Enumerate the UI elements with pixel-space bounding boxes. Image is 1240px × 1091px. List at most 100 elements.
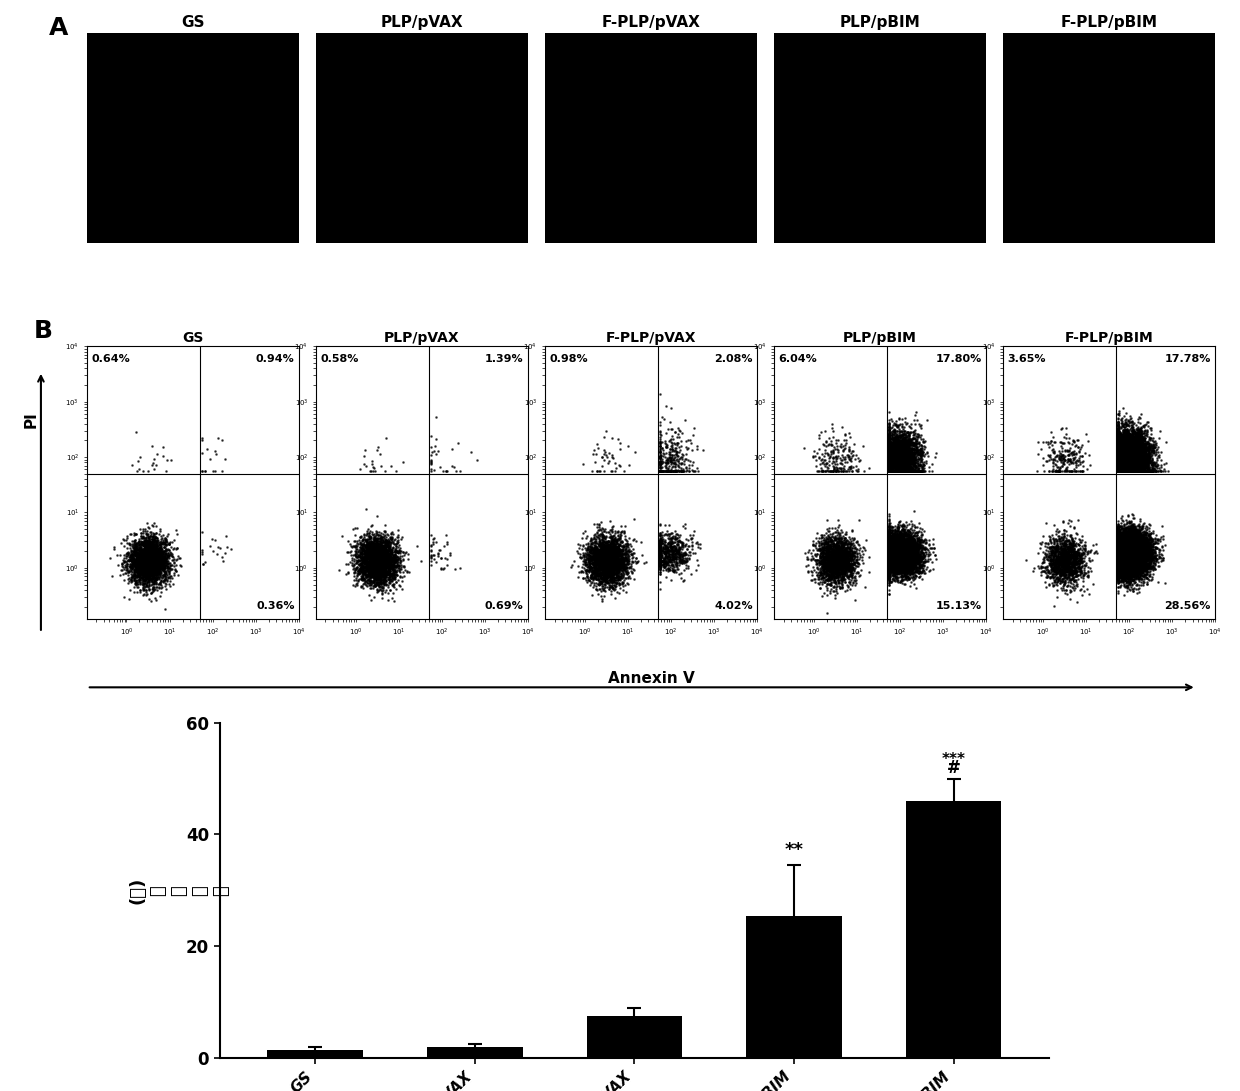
Point: [1118, 529, 1138, 547]
Point: [662, 463, 682, 480]
Point: [830, 526, 849, 543]
Point: [890, 553, 910, 571]
Point: [1120, 546, 1140, 563]
Point: [650, 556, 670, 574]
Point: [888, 544, 908, 562]
Point: [1120, 537, 1140, 554]
Point: [817, 546, 837, 563]
Point: [904, 537, 924, 554]
Point: [887, 549, 906, 566]
Point: [1111, 463, 1131, 480]
Point: [844, 451, 864, 468]
Point: [1111, 539, 1131, 556]
Point: [1050, 564, 1070, 582]
Point: [1131, 535, 1151, 552]
Point: [879, 541, 899, 559]
Point: [1114, 559, 1133, 576]
Point: [838, 543, 858, 561]
Point: [1107, 543, 1127, 561]
Point: [366, 532, 386, 550]
Point: [1120, 540, 1140, 558]
Point: [903, 445, 923, 463]
Point: [884, 541, 904, 559]
Point: [1127, 541, 1147, 559]
Point: [889, 552, 909, 570]
Point: [1112, 550, 1132, 567]
Point: [835, 551, 854, 568]
Point: [143, 544, 162, 562]
Point: [885, 457, 905, 475]
Point: [372, 548, 392, 565]
Point: [1107, 525, 1127, 542]
Point: [605, 538, 625, 555]
Point: [661, 420, 681, 437]
Point: [882, 459, 901, 477]
Point: [836, 551, 856, 568]
Point: [1123, 539, 1143, 556]
Point: [1126, 561, 1146, 578]
Point: [135, 543, 155, 561]
Point: [600, 556, 620, 574]
Point: [895, 463, 915, 480]
Point: [1069, 556, 1089, 574]
Point: [1109, 439, 1128, 456]
Point: [140, 543, 160, 561]
Point: [1109, 456, 1128, 473]
Point: [1125, 538, 1145, 555]
Point: [1107, 460, 1127, 478]
Point: [826, 553, 846, 571]
Point: [1107, 539, 1127, 556]
Point: [879, 452, 899, 469]
Point: [1123, 531, 1143, 549]
Point: [893, 560, 913, 577]
Point: [913, 446, 932, 464]
Point: [890, 550, 910, 567]
Point: [1107, 529, 1127, 547]
Point: [879, 454, 899, 471]
Point: [150, 574, 170, 591]
Point: [1126, 524, 1146, 541]
Point: [606, 542, 626, 560]
Point: [1136, 535, 1156, 552]
Point: [883, 549, 903, 566]
Point: [1107, 561, 1127, 578]
Point: [609, 562, 629, 579]
Point: [887, 544, 906, 562]
Point: [605, 559, 625, 576]
Point: [1121, 537, 1141, 554]
Point: [1115, 451, 1135, 468]
Point: [893, 444, 913, 461]
Point: [153, 447, 172, 465]
Point: [818, 542, 838, 560]
Point: [1137, 463, 1157, 480]
Point: [1140, 439, 1159, 456]
Point: [1125, 457, 1145, 475]
Point: [1107, 435, 1127, 453]
Point: [1128, 539, 1148, 556]
Point: [131, 559, 151, 576]
Point: [1038, 435, 1058, 453]
Point: [1118, 555, 1138, 573]
Point: [192, 463, 212, 480]
Point: [1121, 452, 1141, 469]
Point: [1128, 553, 1148, 571]
Point: [893, 463, 913, 480]
Point: [1114, 531, 1133, 549]
Point: [879, 524, 899, 541]
Point: [898, 423, 918, 441]
Point: [372, 548, 392, 565]
Point: [1107, 546, 1127, 563]
Point: [1128, 443, 1148, 460]
Point: [1053, 558, 1073, 575]
Point: [885, 531, 905, 549]
Point: [1107, 440, 1127, 457]
Point: [888, 442, 908, 459]
Point: [1116, 538, 1136, 555]
Point: [143, 573, 162, 590]
Point: [1130, 515, 1149, 532]
Point: [126, 552, 146, 570]
Point: [609, 538, 629, 555]
Point: [1116, 530, 1136, 548]
Point: [372, 555, 392, 573]
Point: [884, 456, 904, 473]
